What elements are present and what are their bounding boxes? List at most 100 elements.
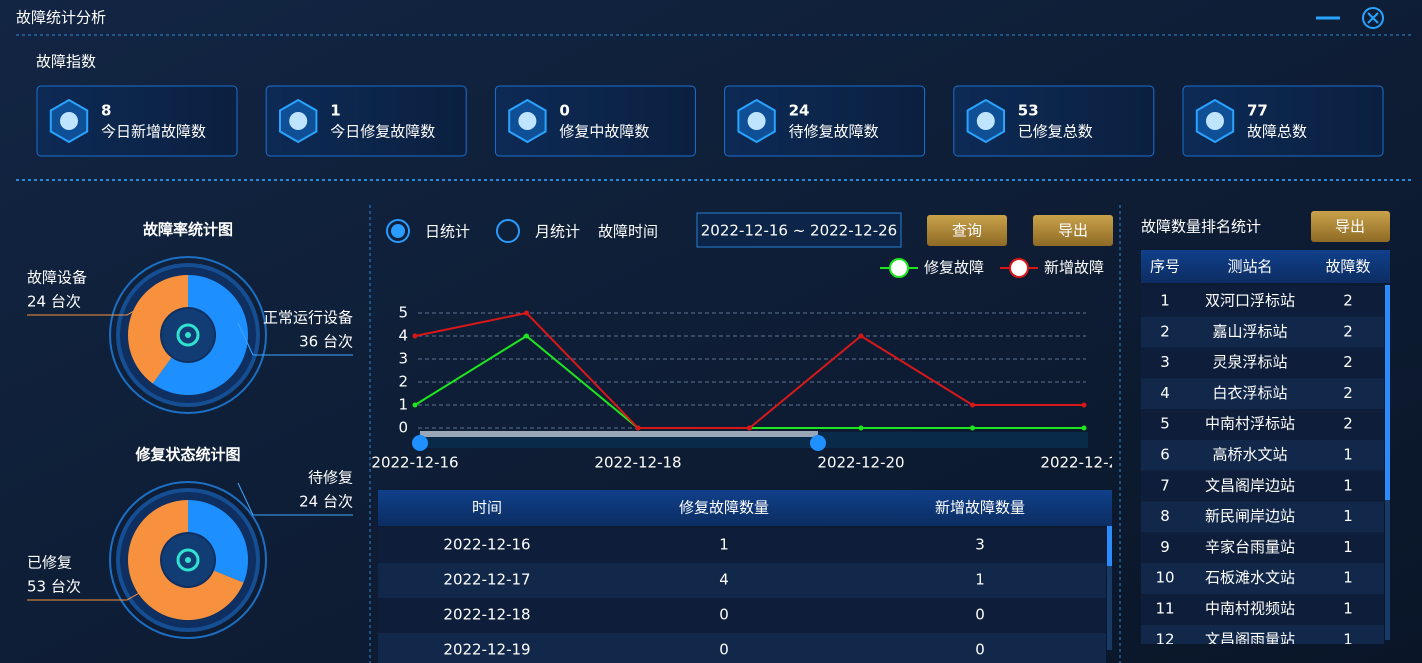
- table-row: [1141, 316, 1384, 348]
- table-cell: 0: [719, 606, 729, 624]
- data-point: [524, 310, 529, 316]
- column-header: 故障数: [1325, 258, 1370, 276]
- data-point: [1081, 402, 1087, 408]
- x-tick-label: 2022-12-18: [594, 454, 681, 472]
- table-cell: 10: [1155, 569, 1174, 587]
- table-cell: 2022-12-17: [443, 571, 530, 589]
- table-cell: 中南村浮标站: [1205, 415, 1295, 433]
- chart-title: 修复状态统计图: [134, 446, 240, 464]
- table-cell: 1: [1343, 569, 1353, 587]
- table-cell: 中南村视频站: [1205, 600, 1295, 618]
- table-row: [378, 598, 1106, 633]
- table-cell: 1: [1343, 538, 1353, 556]
- table-row: [1141, 501, 1384, 533]
- table-cell: 2: [1343, 384, 1353, 402]
- radio-dot: [391, 224, 405, 238]
- table-cell: 1: [1160, 292, 1170, 310]
- pie-center: [185, 557, 191, 563]
- stat-card: [494, 85, 696, 157]
- stat-value: 1: [330, 102, 340, 120]
- stat-value: 0: [559, 102, 569, 120]
- stat-label: 待修复故障数: [789, 123, 879, 141]
- pie-slice: [188, 500, 248, 583]
- stat-value: 24: [789, 102, 810, 120]
- table-cell: 2022-12-19: [443, 641, 530, 659]
- table-cell: 双河口浮标站: [1205, 292, 1295, 310]
- table-cell: 1: [975, 571, 985, 589]
- pie-center: [185, 332, 191, 338]
- table-cell: 文昌阁雨量站: [1205, 630, 1295, 648]
- y-tick-label: 0: [398, 419, 408, 437]
- column-header: 测站名: [1227, 258, 1272, 276]
- pie-ring: [109, 481, 267, 639]
- table-row: [1141, 594, 1384, 625]
- stat-value: 53: [1018, 102, 1039, 120]
- table-cell: 3: [975, 536, 985, 554]
- export-button[interactable]: [1033, 215, 1113, 246]
- table-row: [1141, 440, 1384, 471]
- legend-marker: [889, 258, 909, 278]
- table-row: [1141, 470, 1384, 502]
- table-row: [1141, 347, 1384, 379]
- table-row: [378, 633, 1106, 663]
- pie-slice: [127, 500, 244, 621]
- table-cell: 7: [1160, 476, 1170, 494]
- page-title: 故障统计分析: [16, 9, 106, 27]
- table-cell: 0: [975, 606, 985, 624]
- slider-handle[interactable]: [810, 435, 826, 451]
- pie-label: 待修复: [308, 469, 353, 487]
- query-button[interactable]: [927, 215, 1007, 246]
- y-tick-label: 4: [398, 327, 408, 345]
- date-input[interactable]: [696, 212, 902, 248]
- table-cell: 白衣浮标站: [1212, 384, 1287, 402]
- export-button[interactable]: [1311, 211, 1390, 242]
- data-point: [970, 402, 975, 408]
- stat-card: [1182, 85, 1384, 157]
- table-cell: 1: [719, 536, 729, 554]
- stat-label: 今日新增故障数: [101, 123, 206, 141]
- data-point: [524, 333, 529, 339]
- data-point: [747, 425, 752, 431]
- table-row: [1141, 532, 1384, 564]
- stat-card: [724, 85, 926, 157]
- scrollbar-thumb[interactable]: [1107, 526, 1112, 566]
- data-point: [1081, 425, 1087, 431]
- legend-label: 新增故障: [1044, 259, 1104, 277]
- y-tick-label: 5: [398, 304, 408, 322]
- radio-button[interactable]: [496, 219, 520, 243]
- y-tick-label: 2: [398, 373, 408, 391]
- legend-label: 修复故障: [924, 259, 984, 277]
- section-title: 故障指数: [36, 53, 96, 71]
- table-cell: 1: [1343, 630, 1353, 648]
- stat-label: 已修复总数: [1018, 123, 1093, 141]
- scrollbar-thumb[interactable]: [1385, 285, 1390, 500]
- pie-slice: [127, 275, 188, 384]
- table-cell: 6: [1160, 446, 1170, 464]
- leader-line: [237, 482, 353, 516]
- stat-value: 77: [1247, 102, 1268, 120]
- table-row: [1141, 624, 1384, 644]
- table-cell: 高桥水文站: [1212, 446, 1287, 464]
- table-cell: 嘉山浮标站: [1212, 322, 1287, 340]
- table-cell: 4: [719, 571, 729, 589]
- stat-icon: [1206, 112, 1224, 130]
- table-cell: 11: [1155, 600, 1174, 618]
- radio-button[interactable]: [386, 219, 410, 243]
- radio-label: 日统计: [425, 223, 470, 241]
- table-row: [1141, 409, 1384, 440]
- button-label: 导出: [1058, 222, 1088, 240]
- button-label: 查询: [952, 222, 982, 240]
- pie-label: 正常运行设备: [263, 309, 353, 327]
- data-point: [412, 333, 418, 339]
- table-cell: 9: [1160, 538, 1170, 556]
- stat-icon: [60, 112, 78, 130]
- slider-range[interactable]: [420, 431, 818, 437]
- leader-line: [27, 302, 149, 316]
- pie-slice: [152, 275, 248, 395]
- table-cell: 12: [1155, 630, 1174, 648]
- slider-handle[interactable]: [412, 435, 428, 451]
- table-cell: 2: [1343, 353, 1353, 371]
- close-button[interactable]: [1362, 7, 1384, 29]
- table-cell: 2: [1343, 322, 1353, 340]
